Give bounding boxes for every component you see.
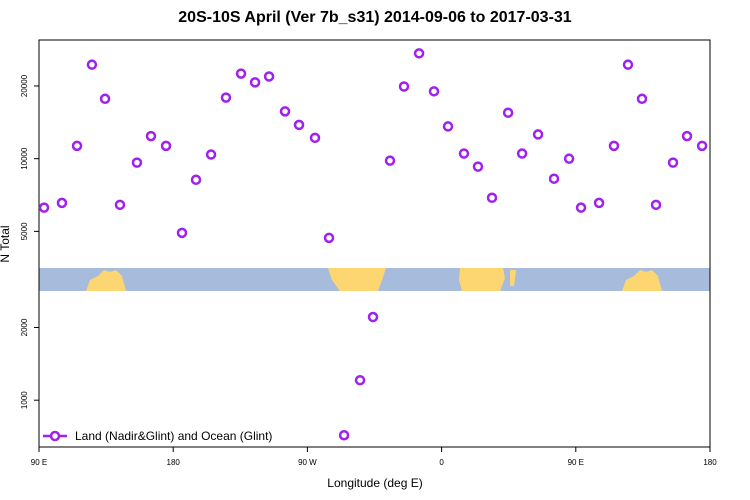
- point: [279, 106, 291, 117]
- point: [502, 107, 514, 118]
- y-tick-label: 5000: [20, 222, 29, 240]
- point: [354, 374, 366, 386]
- point: [622, 59, 634, 70]
- point: [205, 149, 217, 160]
- point: [636, 93, 648, 105]
- point: [131, 157, 143, 168]
- point: [293, 119, 305, 131]
- point: [650, 199, 662, 211]
- point: [338, 429, 350, 441]
- point: [608, 140, 620, 152]
- y-tick-label: 10000: [20, 147, 29, 170]
- x-tick-label: 90 E: [568, 458, 584, 467]
- x-tick-label: 180: [167, 458, 181, 467]
- legend-swatch: [49, 430, 61, 442]
- point: [38, 202, 50, 213]
- point: [235, 68, 247, 79]
- point: [190, 174, 202, 185]
- point: [323, 232, 335, 244]
- legend-label: Land (Nadir&Glint) and Ocean (Glint): [75, 429, 272, 443]
- point: [575, 202, 587, 213]
- x-axis-label: Longitude (deg E): [327, 476, 422, 490]
- y-tick-label: 2000: [20, 318, 29, 336]
- x-tick-label: 180: [703, 458, 717, 467]
- point: [263, 71, 275, 82]
- y-axis-label: N Total: [0, 225, 12, 262]
- point: [681, 130, 693, 142]
- y-tick-label: 20000: [20, 74, 29, 97]
- point: [532, 129, 544, 140]
- point: [472, 161, 484, 172]
- point: [160, 140, 172, 152]
- point: [145, 130, 157, 142]
- chart-title: 20S-10S April (Ver 7b_s31) 2014-09-06 to…: [178, 9, 572, 26]
- point: [220, 92, 232, 103]
- point: [516, 148, 528, 159]
- x-tick-label: 90 E: [31, 458, 47, 467]
- point: [428, 86, 440, 97]
- point: [398, 81, 410, 92]
- point: [384, 155, 396, 166]
- point: [99, 93, 111, 105]
- x-tick-label: 90 W: [298, 458, 317, 467]
- point: [593, 197, 605, 209]
- y-tick-label: 1000: [20, 391, 29, 409]
- point: [249, 77, 261, 88]
- map-band: [39, 268, 710, 291]
- point: [458, 148, 470, 159]
- point: [486, 192, 498, 203]
- point: [667, 157, 679, 168]
- point: [442, 121, 454, 132]
- point: [548, 173, 560, 184]
- x-tick-label: 0: [439, 458, 444, 467]
- point: [86, 59, 98, 70]
- point: [367, 311, 379, 323]
- point: [696, 140, 708, 152]
- plot-frame: [38, 39, 711, 448]
- point: [413, 48, 425, 59]
- point: [563, 153, 575, 164]
- point: [309, 132, 321, 144]
- point: [176, 227, 188, 239]
- point: [71, 140, 83, 152]
- point: [114, 199, 126, 211]
- point: [56, 197, 68, 209]
